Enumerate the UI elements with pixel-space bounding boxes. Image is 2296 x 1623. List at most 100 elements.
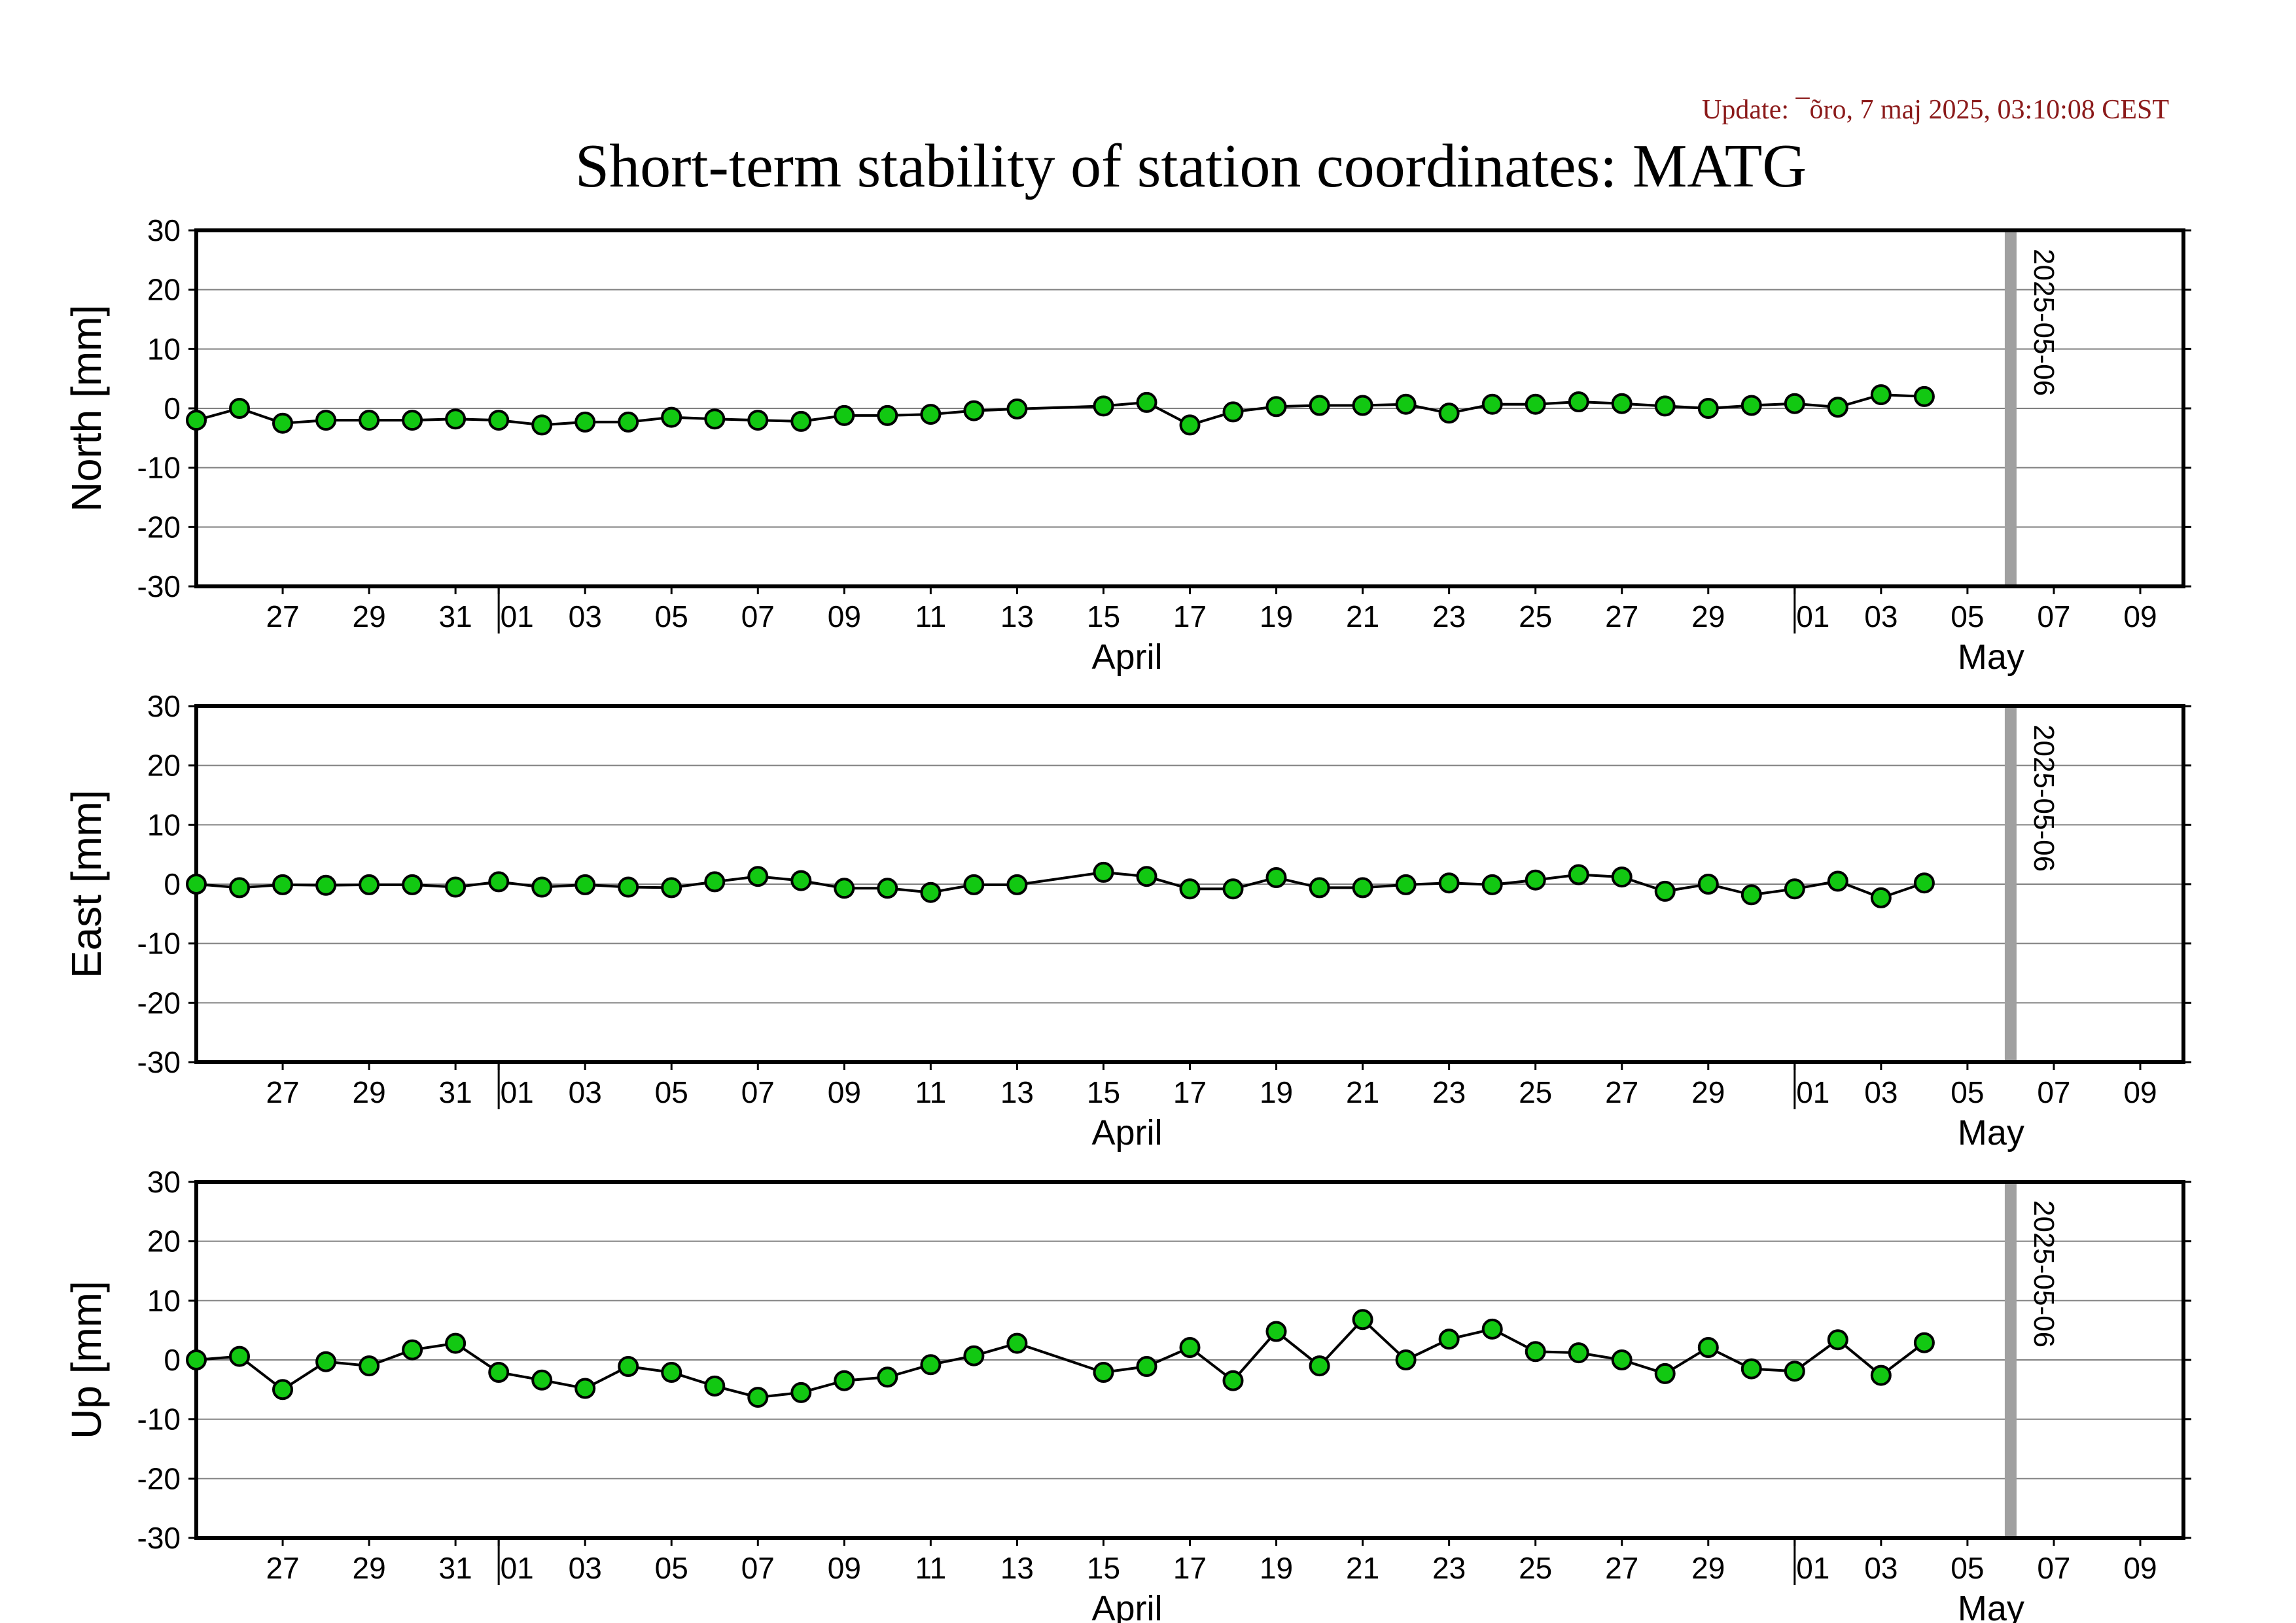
y-tick-label: 10	[147, 808, 181, 842]
current-date-label: 2025-05-06	[2028, 249, 2060, 396]
x-tick-label: 21	[1346, 599, 1379, 633]
data-point	[834, 404, 855, 426]
data-point	[359, 874, 380, 895]
data-point	[1265, 867, 1287, 888]
data-point	[272, 1379, 293, 1400]
data-point	[1784, 878, 1805, 900]
update-timestamp: Update: ¯õro, 7 maj 2025, 03:10:08 CEST	[1702, 95, 2169, 125]
data-point	[1568, 864, 1589, 885]
x-tick-label: 25	[1519, 1075, 1552, 1109]
data-point	[1093, 395, 1114, 417]
data-point	[834, 878, 855, 899]
data-point	[1179, 1337, 1201, 1358]
data-point	[1827, 870, 1848, 892]
data-point	[359, 410, 380, 431]
data-point	[1222, 1370, 1244, 1391]
x-tick-label: 29	[1691, 599, 1725, 633]
data-point	[963, 400, 985, 421]
data-point	[229, 1346, 250, 1367]
y-tick-label: -30	[137, 1521, 181, 1555]
x-tick-label: 25	[1519, 599, 1552, 633]
data-point	[1740, 1358, 1762, 1380]
data-point	[1740, 395, 1762, 416]
data-point	[1222, 401, 1244, 423]
x-tick-label: 07	[2037, 1075, 2070, 1109]
data-point	[1352, 1309, 1373, 1330]
data-point	[920, 404, 942, 425]
x-tick-label: 31	[439, 1551, 472, 1585]
data-point	[661, 406, 682, 428]
x-tick-label: 05	[1951, 599, 1984, 633]
y-axis-label: Up [mm]	[63, 1281, 110, 1439]
data-point	[186, 874, 207, 895]
y-tick-label: 0	[164, 391, 181, 425]
x-tick-label: 07	[2037, 1551, 2070, 1585]
data-point	[1093, 861, 1114, 883]
data-point	[402, 1339, 423, 1361]
data-point	[1395, 393, 1417, 415]
data-point	[920, 1354, 942, 1376]
y-tick-label: 30	[147, 1165, 181, 1199]
month-label: May	[1958, 1113, 2024, 1152]
data-point	[877, 878, 898, 899]
data-point	[1697, 1337, 1719, 1358]
current-date-label: 2025-05-06	[2028, 1200, 2060, 1347]
x-tick-label: 19	[1260, 1551, 1293, 1585]
x-tick-label: 09	[828, 599, 861, 633]
data-point	[1870, 1364, 1892, 1386]
month-label: April	[1091, 1113, 1162, 1152]
data-point	[1611, 393, 1633, 414]
data-point	[1438, 1329, 1460, 1350]
data-point	[1395, 1349, 1417, 1370]
data-point	[1654, 395, 1676, 417]
data-point	[1006, 874, 1028, 895]
data-point	[618, 876, 639, 898]
x-tick-label: 27	[1605, 1551, 1638, 1585]
data-point	[1481, 874, 1503, 895]
y-tick-label: -30	[137, 569, 181, 603]
data-point	[445, 876, 467, 898]
data-point	[488, 410, 510, 431]
data-point	[747, 410, 769, 431]
x-tick-label: 13	[1000, 599, 1034, 633]
x-tick-label: 25	[1519, 1551, 1552, 1585]
data-point	[1481, 393, 1503, 415]
y-axis-label: East [mm]	[63, 790, 110, 978]
data-point	[1438, 872, 1460, 894]
data-point	[445, 408, 467, 430]
data-point	[1697, 398, 1719, 419]
y-tick-label: 30	[147, 689, 181, 723]
x-tick-label: 27	[1605, 1075, 1638, 1109]
data-point	[704, 1375, 726, 1397]
x-tick-label: 07	[2037, 599, 2070, 633]
data-point	[186, 1349, 207, 1370]
data-point	[488, 871, 510, 893]
data-point	[1222, 878, 1244, 900]
data-point	[1309, 1355, 1330, 1377]
x-tick-label: 11	[915, 1551, 946, 1585]
data-point	[1870, 384, 1892, 406]
x-tick-label: 17	[1173, 599, 1207, 633]
x-tick-label: 03	[1864, 599, 1898, 633]
data-point	[834, 1370, 855, 1391]
x-tick-label: 07	[741, 1551, 775, 1585]
y-tick-label: 30	[147, 213, 181, 247]
x-tick-label: 03	[1864, 1075, 1898, 1109]
data-point	[1913, 385, 1935, 407]
data-point	[1136, 866, 1157, 887]
x-tick-label: 15	[1087, 1551, 1120, 1585]
x-tick-label: 05	[655, 1551, 688, 1585]
data-point	[1179, 414, 1201, 436]
x-tick-label: 23	[1432, 1551, 1466, 1585]
data-point	[1438, 402, 1460, 424]
x-tick-label: 05	[1951, 1551, 1984, 1585]
month-label: April	[1091, 637, 1162, 677]
x-tick-label: 21	[1346, 1551, 1379, 1585]
data-point	[1654, 880, 1676, 902]
x-tick-label: 05	[1951, 1075, 1984, 1109]
data-point	[1568, 391, 1589, 412]
data-point	[315, 874, 337, 896]
y-tick-label: -10	[137, 451, 181, 485]
data-point	[1265, 1321, 1287, 1342]
y-tick-label: -20	[137, 986, 181, 1020]
